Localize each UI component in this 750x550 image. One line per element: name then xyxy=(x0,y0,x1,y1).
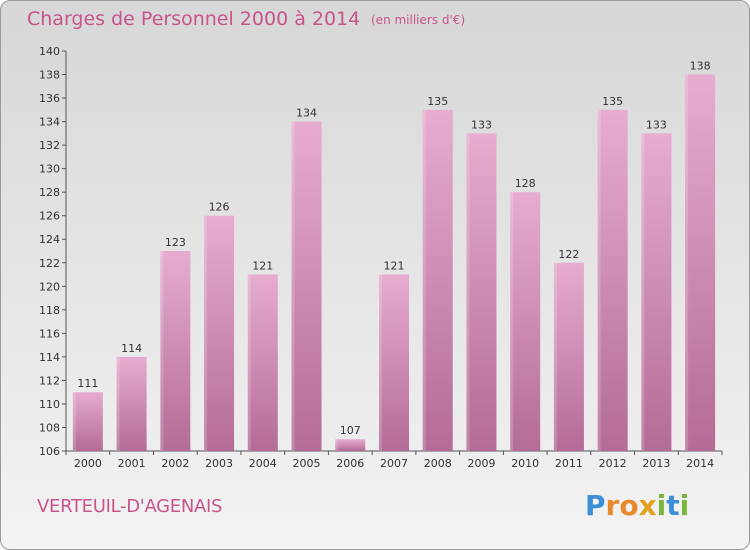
bar xyxy=(204,215,235,451)
y-tick-label: 110 xyxy=(39,398,60,411)
bar-highlight xyxy=(597,109,601,451)
bar-highlight xyxy=(160,251,164,451)
logo-letter: x xyxy=(638,489,657,522)
bar-highlight xyxy=(335,439,339,451)
y-tick-label: 138 xyxy=(39,69,60,82)
bar xyxy=(641,133,672,451)
x-tick-label: 2002 xyxy=(161,457,189,470)
logo-letter: t xyxy=(666,489,680,522)
y-tick-label: 124 xyxy=(39,233,60,246)
y-tick-label: 122 xyxy=(39,257,60,270)
chart-title: Charges de Personnel 2000 à 2014 xyxy=(27,8,361,30)
y-tick-label: 140 xyxy=(39,45,60,58)
proxiti-logo: Proxiti xyxy=(585,489,689,522)
bar-highlight xyxy=(553,262,557,451)
bar xyxy=(466,133,497,451)
x-tick-label: 2007 xyxy=(380,457,408,470)
bar-highlight xyxy=(72,392,76,451)
bar xyxy=(116,356,147,451)
y-tick-label: 120 xyxy=(39,280,60,293)
x-tick-label: 2006 xyxy=(336,457,364,470)
data-label: 111 xyxy=(77,377,98,390)
data-label: 121 xyxy=(384,260,405,273)
logo-letter: i xyxy=(656,489,667,522)
bar-highlight xyxy=(510,192,514,452)
y-tick-label: 126 xyxy=(39,210,60,223)
bar xyxy=(335,439,366,451)
data-label: 121 xyxy=(252,260,273,273)
data-label: 128 xyxy=(515,177,536,190)
bar xyxy=(510,192,541,452)
y-tick-label: 116 xyxy=(39,327,60,340)
bar xyxy=(247,274,278,451)
x-tick-label: 2004 xyxy=(249,457,277,470)
data-label: 135 xyxy=(602,95,623,108)
x-tick-label: 2008 xyxy=(424,457,452,470)
data-label: 133 xyxy=(646,118,667,131)
data-label: 133 xyxy=(471,118,492,131)
logo-letter: o xyxy=(619,489,639,522)
data-label: 114 xyxy=(121,342,142,355)
x-tick-label: 2014 xyxy=(686,457,714,470)
x-tick-label: 2009 xyxy=(467,457,495,470)
bar-highlight xyxy=(204,215,208,451)
y-tick-label: 132 xyxy=(39,139,60,152)
data-label: 135 xyxy=(427,95,448,108)
y-tick-label: 128 xyxy=(39,186,60,199)
bar xyxy=(422,109,453,451)
data-label: 134 xyxy=(296,107,317,120)
bar-highlight xyxy=(685,74,689,451)
x-tick-label: 2000 xyxy=(74,457,102,470)
bar-highlight xyxy=(641,133,645,451)
bar xyxy=(685,74,716,451)
logo-letter: r xyxy=(605,489,620,522)
logo-letter: P xyxy=(585,489,606,522)
y-tick-label: 108 xyxy=(39,421,60,434)
x-tick-label: 2005 xyxy=(293,457,321,470)
bar xyxy=(72,392,103,451)
bar-highlight xyxy=(466,133,470,451)
x-tick-label: 2012 xyxy=(599,457,627,470)
bar xyxy=(553,262,584,451)
bar-highlight xyxy=(422,109,426,451)
x-tick-label: 2001 xyxy=(118,457,146,470)
y-tick-label: 112 xyxy=(39,374,60,387)
y-tick-label: 130 xyxy=(39,163,60,176)
bar-highlight xyxy=(247,274,251,451)
data-label: 138 xyxy=(690,60,711,73)
bar xyxy=(160,251,191,451)
x-tick-label: 2011 xyxy=(555,457,583,470)
commune-name: VERTEUIL-D'AGENAIS xyxy=(37,496,223,517)
y-tick-label: 136 xyxy=(39,92,60,105)
bar-highlight xyxy=(116,356,120,451)
data-label: 107 xyxy=(340,424,361,437)
data-label: 123 xyxy=(165,236,186,249)
bar-highlight xyxy=(291,121,295,452)
y-tick-label: 114 xyxy=(39,351,60,364)
bar xyxy=(379,274,409,451)
bar xyxy=(291,121,322,452)
x-tick-label: 2013 xyxy=(642,457,670,470)
bar-highlight xyxy=(379,274,382,451)
x-tick-label: 2003 xyxy=(205,457,233,470)
y-tick-label: 134 xyxy=(39,116,60,129)
unit-note: (en milliers d'€) xyxy=(371,13,466,27)
x-tick-label: 2010 xyxy=(511,457,539,470)
data-label: 126 xyxy=(209,201,230,214)
bar xyxy=(597,109,628,451)
y-tick-label: 106 xyxy=(39,445,60,458)
data-label: 122 xyxy=(558,248,579,261)
y-tick-label: 118 xyxy=(39,304,60,317)
logo-letter: i xyxy=(679,489,690,522)
